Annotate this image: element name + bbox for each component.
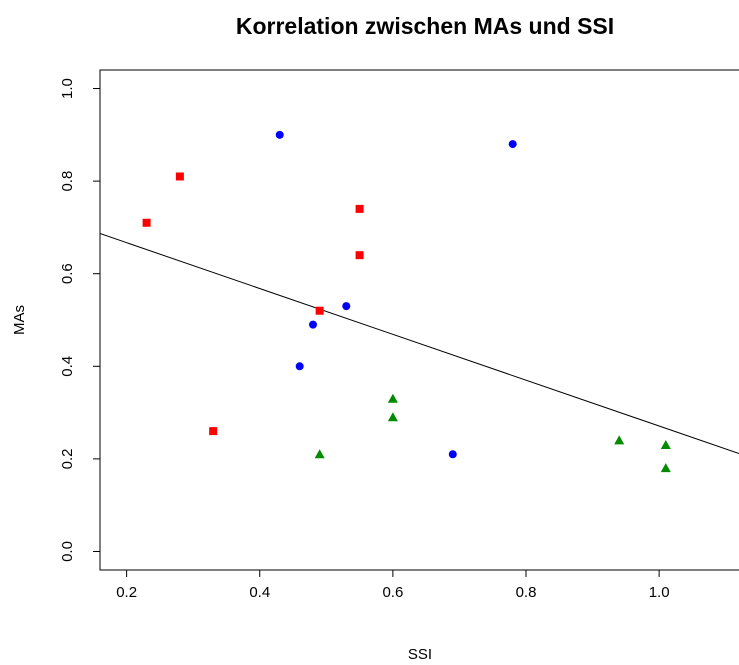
y-tick-label: 0.2 <box>59 448 76 469</box>
triangle-point <box>387 412 398 422</box>
circle-point <box>508 140 517 149</box>
circle-point <box>309 320 317 329</box>
triangle-point <box>314 449 325 459</box>
circle-point <box>448 450 457 459</box>
regression-line <box>100 233 739 454</box>
x-axis-label: SSI <box>408 646 432 663</box>
x-tick-label: 0.2 <box>116 584 137 601</box>
circle-point <box>275 130 284 139</box>
triangle-point <box>614 435 625 445</box>
x-tick-label: 0.4 <box>249 584 270 601</box>
square-point <box>315 306 324 315</box>
y-tick-label: 0.8 <box>59 171 76 192</box>
chart-title: Korrelation zwischen MAs und SSI <box>236 13 614 39</box>
plot-box <box>99 69 739 571</box>
square-point <box>142 218 151 227</box>
y-tick-label: 1.0 <box>59 78 76 99</box>
y-tick-label: 0.0 <box>59 541 76 562</box>
y-tick-label: 0.4 <box>59 356 76 377</box>
triangle-point <box>387 393 398 403</box>
circle-point <box>342 302 351 311</box>
x-tick-label: 0.8 <box>516 584 537 601</box>
x-tick-label: 1.0 <box>649 584 670 601</box>
square-point <box>355 251 364 260</box>
triangle-point <box>660 440 671 449</box>
square-point <box>209 427 218 436</box>
y-tick-label: 0.6 <box>59 263 76 284</box>
circle-point <box>295 362 304 371</box>
square-point <box>175 172 184 181</box>
triangle-point <box>660 463 671 473</box>
x-tick-label: 0.6 <box>382 584 403 601</box>
plot-area <box>100 130 739 473</box>
square-point <box>355 204 364 213</box>
y-axis-label: MAs <box>11 305 28 335</box>
